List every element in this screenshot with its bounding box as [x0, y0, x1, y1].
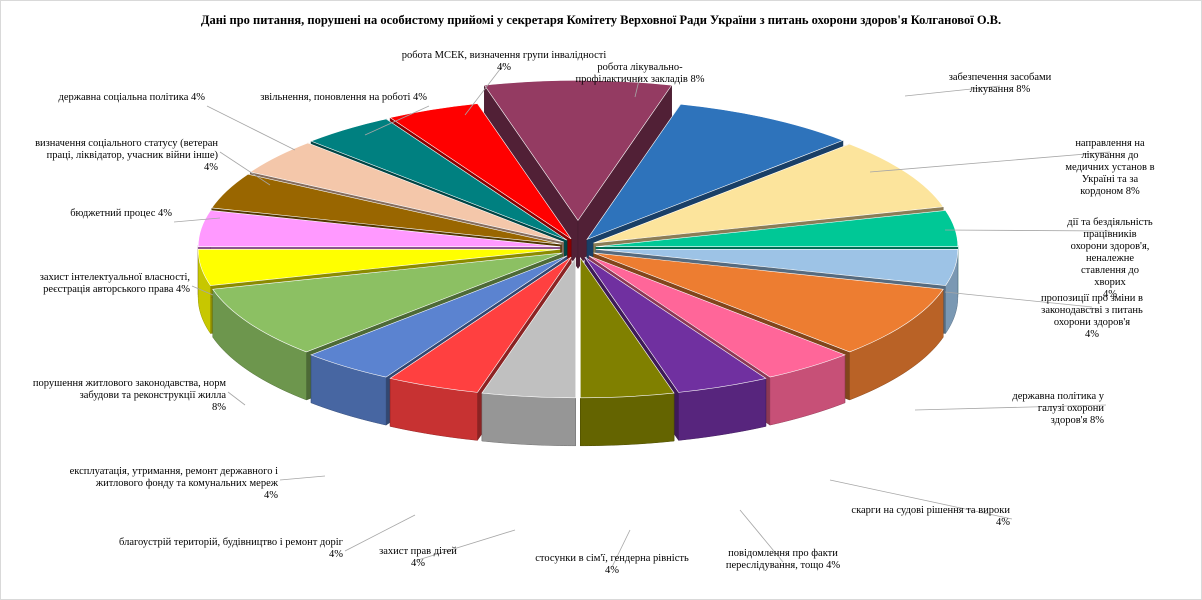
leader-line-2 — [869, 151, 1111, 173]
leader-line-11 — [279, 475, 326, 481]
pie-slice-14 — [197, 210, 561, 248]
pie-slice-6 — [588, 255, 846, 378]
leader-line-12 — [227, 391, 246, 406]
pie-slice-8 — [580, 256, 675, 399]
leader-line-9 — [417, 529, 516, 561]
pie-slice-7 — [584, 256, 767, 393]
leader-line-4 — [944, 291, 1093, 308]
pie-slice-15 — [211, 173, 562, 245]
leader-line-8 — [611, 529, 631, 568]
pie-slice-10 — [389, 256, 572, 393]
leader-line-15 — [219, 151, 271, 186]
slice-label-12: порушення житлового законодавства, норм … — [32, 378, 226, 413]
chart-title: Дані про питання, порушені на особистому… — [200, 13, 1002, 27]
leader-line-18 — [464, 63, 505, 116]
leader-line-3 — [944, 229, 1111, 232]
leader-line-7 — [739, 509, 784, 563]
pie-slice-11 — [310, 255, 568, 378]
slice-label-14: бюджетний процес 4% — [70, 208, 172, 219]
slice-label-13: захист інтелектуальної власності, реєстр… — [39, 272, 190, 295]
slice-label-0: робота лікувально- профілактичних заклад… — [575, 62, 705, 85]
slice-side-8 — [580, 392, 675, 447]
slice-side-9 — [481, 392, 576, 447]
slice-label-8: стосунки в сім'ї, гендерна рівність 4% — [535, 553, 689, 576]
leader-line-16 — [206, 105, 296, 151]
pie-slice-1 — [586, 103, 844, 241]
slice-label-10: благоустрій територій, будівництво і рем… — [119, 537, 343, 560]
pie-slice-17 — [310, 118, 568, 241]
slice-label-9: захист прав дітей 4% — [379, 546, 457, 569]
slice-label-16: державна соціальна політика 4% — [58, 92, 205, 103]
slice-label-11: експлуатація, утримання, ремонт державно… — [69, 466, 278, 501]
slice-label-1: забезпечення засобами лікування 8% — [948, 72, 1052, 95]
pie-slice-3 — [595, 210, 959, 248]
leader-line-0 — [634, 75, 641, 98]
pie-slice-18 — [389, 103, 572, 240]
pie-slice-12 — [212, 252, 563, 353]
pie-slice-2 — [593, 143, 944, 244]
leader-line-13 — [191, 285, 214, 296]
pie-slice-0 — [483, 80, 673, 221]
leader-line-14 — [173, 217, 221, 223]
leader-line-5 — [914, 404, 1107, 411]
slice-label-6: скарги на судові рішення та вироки 4% — [851, 505, 1010, 528]
slice-label-15: визначення соціального статусу (ветеран … — [35, 138, 218, 173]
leader-line-1 — [904, 85, 1001, 97]
pie-slice-5 — [593, 252, 944, 353]
leader-lines — [173, 63, 1111, 568]
pie-tops — [197, 80, 959, 399]
slice-label-17: звільнення, поновлення на роботі 4% — [260, 92, 427, 103]
leader-line-6 — [829, 479, 1013, 520]
leader-line-17 — [364, 105, 430, 136]
slice-label-2: направлення на лікування до медичних уст… — [1065, 138, 1155, 197]
slice-label-7: повідомлення про факти переслідування, т… — [725, 548, 841, 571]
slice-label-18: робота МСЕК, визначення групи інваліднос… — [401, 50, 607, 73]
pie-slice-9 — [481, 256, 576, 399]
slice-label-5: державна політика у галузі охорони здоро… — [1012, 391, 1104, 426]
slice-label-3: дії та бездіяльність працівників охорони… — [1067, 217, 1153, 300]
leader-line-10 — [344, 514, 416, 552]
pie-slice-13 — [197, 248, 561, 286]
pie-slice-4 — [595, 248, 959, 286]
slice-label-4: пропозиції про зміни в законодавстві з п… — [1041, 293, 1143, 340]
